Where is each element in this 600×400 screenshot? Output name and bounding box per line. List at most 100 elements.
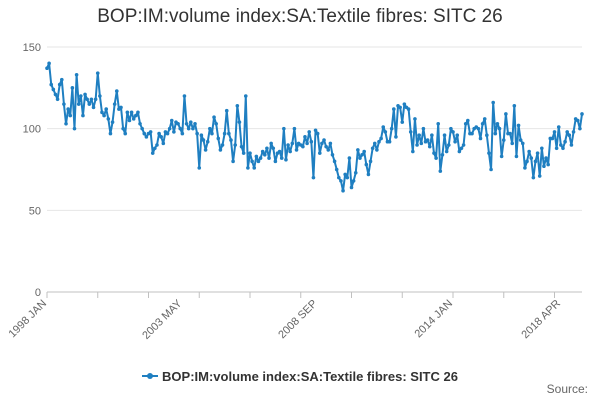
- data-point[interactable]: [134, 113, 138, 118]
- data-point[interactable]: [254, 154, 259, 159]
- data-point[interactable]: [119, 105, 123, 110]
- data-point[interactable]: [457, 149, 462, 154]
- data-point[interactable]: [64, 121, 68, 126]
- data-point[interactable]: [476, 126, 481, 131]
- data-point[interactable]: [516, 123, 521, 128]
- data-point[interactable]: [294, 148, 299, 152]
- data-point[interactable]: [182, 94, 187, 98]
- data-point[interactable]: [269, 141, 273, 146]
- data-point[interactable]: [205, 139, 210, 144]
- data-point[interactable]: [495, 121, 500, 126]
- data-point[interactable]: [83, 92, 87, 97]
- data-point[interactable]: [303, 135, 307, 139]
- data-point[interactable]: [218, 148, 223, 152]
- data-point[interactable]: [575, 118, 580, 123]
- data-point[interactable]: [535, 151, 540, 155]
- data-point[interactable]: [286, 143, 290, 147]
- data-point[interactable]: [100, 110, 104, 115]
- data-point[interactable]: [377, 139, 381, 144]
- data-point[interactable]: [427, 144, 432, 149]
- data-point[interactable]: [178, 126, 183, 131]
- data-point[interactable]: [334, 167, 339, 172]
- data-point[interactable]: [567, 133, 572, 137]
- data-point[interactable]: [309, 139, 314, 144]
- data-point[interactable]: [485, 133, 489, 137]
- data-point[interactable]: [184, 121, 189, 126]
- data-point[interactable]: [387, 139, 392, 144]
- data-point[interactable]: [292, 126, 297, 131]
- data-point[interactable]: [288, 149, 292, 154]
- data-point[interactable]: [580, 112, 584, 116]
- data-point[interactable]: [315, 131, 320, 136]
- data-point[interactable]: [167, 126, 172, 131]
- data-point[interactable]: [199, 133, 204, 137]
- data-point[interactable]: [440, 153, 445, 157]
- data-point[interactable]: [110, 120, 115, 124]
- data-point[interactable]: [114, 89, 119, 93]
- data-point[interactable]: [142, 131, 147, 136]
- data-point[interactable]: [554, 146, 559, 151]
- data-point[interactable]: [351, 179, 356, 183]
- data-point[interactable]: [370, 146, 375, 151]
- data-point[interactable]: [153, 146, 157, 151]
- data-point[interactable]: [197, 166, 202, 170]
- data-point[interactable]: [518, 138, 523, 142]
- data-point[interactable]: [537, 174, 542, 178]
- data-point[interactable]: [504, 112, 508, 116]
- data-point[interactable]: [533, 159, 538, 164]
- data-point[interactable]: [341, 188, 345, 193]
- data-point[interactable]: [49, 82, 54, 87]
- data-point[interactable]: [402, 102, 407, 106]
- data-point[interactable]: [140, 126, 144, 131]
- data-point[interactable]: [358, 156, 362, 160]
- data-point[interactable]: [339, 179, 343, 183]
- data-point[interactable]: [425, 138, 430, 142]
- data-point[interactable]: [172, 130, 176, 134]
- data-point[interactable]: [74, 72, 79, 77]
- data-point[interactable]: [360, 153, 364, 157]
- data-point[interactable]: [438, 169, 443, 173]
- data-point[interactable]: [362, 149, 366, 154]
- data-point[interactable]: [70, 86, 75, 90]
- data-point[interactable]: [499, 154, 504, 159]
- data-point[interactable]: [66, 107, 70, 111]
- data-point[interactable]: [91, 105, 96, 110]
- data-point[interactable]: [258, 156, 263, 160]
- data-point[interactable]: [112, 102, 117, 106]
- data-point[interactable]: [497, 126, 502, 131]
- data-point[interactable]: [129, 110, 134, 115]
- data-point[interactable]: [368, 159, 373, 164]
- data-point[interactable]: [131, 117, 136, 121]
- data-point[interactable]: [233, 143, 237, 147]
- data-point[interactable]: [277, 149, 282, 154]
- data-point[interactable]: [273, 159, 278, 164]
- data-point[interactable]: [415, 143, 419, 147]
- data-point[interactable]: [231, 159, 235, 164]
- data-point[interactable]: [193, 121, 197, 126]
- data-point[interactable]: [398, 105, 402, 110]
- data-point[interactable]: [136, 110, 140, 115]
- data-point[interactable]: [430, 133, 434, 137]
- data-point[interactable]: [148, 130, 153, 134]
- data-point[interactable]: [451, 130, 455, 134]
- data-point[interactable]: [510, 141, 515, 146]
- data-point[interactable]: [455, 133, 460, 137]
- data-point[interactable]: [95, 71, 100, 75]
- data-point[interactable]: [508, 131, 512, 136]
- data-point[interactable]: [550, 136, 555, 141]
- data-point[interactable]: [191, 126, 195, 131]
- data-point[interactable]: [81, 113, 85, 118]
- data-point[interactable]: [250, 159, 254, 164]
- data-point[interactable]: [60, 77, 64, 82]
- data-point[interactable]: [169, 118, 174, 123]
- data-point[interactable]: [442, 133, 447, 137]
- data-point[interactable]: [421, 126, 426, 131]
- data-point[interactable]: [501, 138, 506, 142]
- data-point[interactable]: [406, 107, 411, 111]
- data-point[interactable]: [556, 125, 561, 129]
- data-point[interactable]: [529, 156, 534, 160]
- data-point[interactable]: [332, 159, 337, 164]
- data-point[interactable]: [449, 126, 453, 131]
- data-point[interactable]: [364, 162, 369, 167]
- data-point[interactable]: [161, 141, 166, 146]
